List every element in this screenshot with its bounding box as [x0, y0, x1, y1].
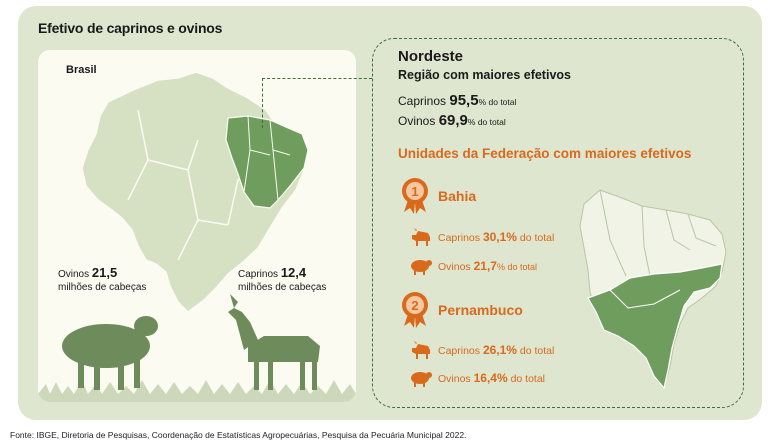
nordeste-ovinos-label: Ovinos	[398, 114, 436, 128]
grass	[38, 380, 356, 402]
uf-heading: Unidades da Federação com maiores efetiv…	[398, 146, 692, 161]
brasil-label: Brasil	[66, 64, 97, 76]
sheep-icon	[411, 372, 432, 387]
bahia-ovinos-row: Ovinos 21,7% do total	[408, 256, 537, 276]
pernambuco-rank: 2	[411, 298, 418, 313]
brasil-caprinos-stat: Caprinos 12,4 milhões de cabeças	[238, 266, 326, 294]
brasil-ovinos-label: Ovinos	[58, 269, 90, 280]
pernambuco-bahia-highlight	[587, 263, 723, 390]
bahia-ovinos-text: Ovinos 21,7% do total	[438, 259, 537, 273]
map-connector-line	[262, 78, 372, 128]
sheep-icon	[62, 316, 158, 390]
state-name-bahia: Bahia	[438, 188, 477, 204]
state-name-pernambuco: Pernambuco	[438, 302, 523, 318]
page-title: Efetivo de caprinos e ovinos	[38, 20, 223, 36]
brasil-ovinos-value: 21,5	[91, 265, 118, 280]
nordeste-title: Nordeste	[398, 48, 464, 65]
footer-source: Fonte: IBGE, Diretoria de Pesquisas, Coo…	[10, 430, 467, 440]
nordeste-caprinos-label: Caprinos	[398, 94, 447, 108]
brasil-map-card: Brasil	[38, 50, 356, 402]
brasil-ovinos-unit: milhões de cabeças	[58, 282, 147, 293]
bahia-rank: 1	[411, 184, 418, 199]
medal-icon: 1	[402, 178, 428, 214]
nordeste-caprinos-unit: % do total	[478, 97, 517, 107]
brasil-caprinos-unit: milhões de cabeças	[238, 282, 327, 293]
pernambuco-ovinos-row: Ovinos 16,4% do total	[408, 368, 545, 388]
brasil-map	[38, 71, 356, 402]
goat-icon	[412, 341, 430, 359]
goat-icon	[412, 228, 430, 246]
nordeste-ovinos-unit: % do total	[467, 117, 506, 127]
nordeste-caprinos-value: 95,5	[449, 92, 479, 109]
pernambuco-caprinos-text: Caprinos 26,1% do total	[438, 343, 555, 357]
nordeste-subtitle: Região com maiores efetivos	[398, 68, 571, 82]
nordeste-region	[225, 115, 309, 209]
nordeste-map	[579, 189, 727, 390]
goat-icon	[228, 294, 320, 390]
bahia-caprinos-text: Caprinos 30,1% do total	[438, 230, 555, 244]
bahia-caprinos-row: Caprinos 30,1% do total	[408, 227, 554, 247]
nordeste-box	[372, 38, 744, 408]
brasil-caprinos-value: 12,4	[280, 265, 307, 280]
nordeste-ovinos: Ovinos 69,9% do total	[398, 112, 506, 129]
nordeste-ovinos-value: 69,9	[438, 112, 468, 129]
pernambuco-ovinos-text: Ovinos 16,4% do total	[438, 371, 546, 385]
nordeste-caprinos: Caprinos 95,5% do total	[398, 92, 516, 109]
sheep-icon	[411, 260, 432, 275]
pernambuco-caprinos-row: Caprinos 26,1% do total	[408, 340, 554, 360]
brasil-ovinos-stat: Ovinos 21,5 milhões de cabeças	[58, 266, 146, 294]
medal-icon: 2	[402, 292, 428, 328]
brasil-caprinos-label: Caprinos	[238, 269, 279, 280]
